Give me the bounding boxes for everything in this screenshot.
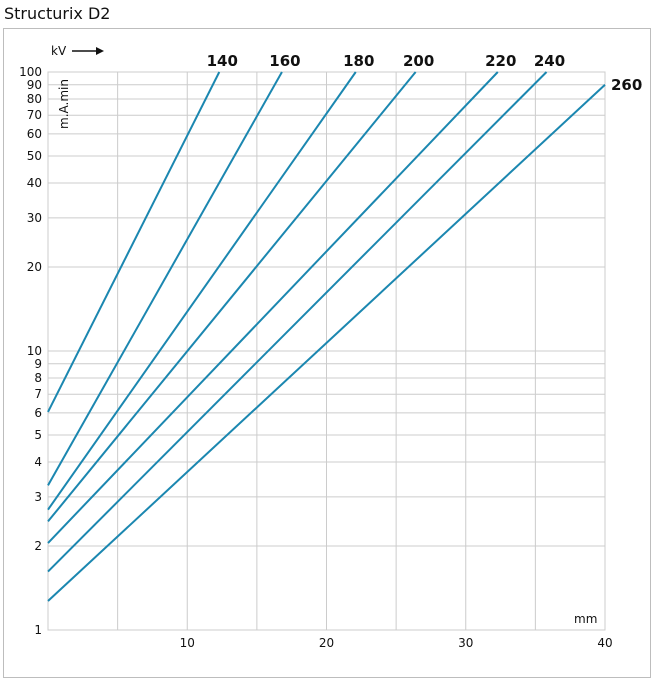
y-tick-label: 5 bbox=[34, 428, 42, 442]
y-tick-label: 9 bbox=[34, 357, 42, 371]
series-label-220: 220 bbox=[485, 52, 516, 70]
x-tick-label: 40 bbox=[597, 636, 612, 650]
series-line-240 bbox=[47, 71, 548, 573]
page-title: Structurix D2 bbox=[4, 4, 111, 23]
y-tick-label: 70 bbox=[27, 108, 42, 122]
series-line-140 bbox=[47, 71, 221, 413]
series-label-180: 180 bbox=[343, 52, 374, 70]
y-axis-label: m.A.min bbox=[57, 79, 71, 129]
series-line-180 bbox=[47, 71, 357, 511]
y-tick-label: 80 bbox=[27, 92, 42, 106]
series-label-200: 200 bbox=[403, 52, 434, 70]
arrow-right-icon bbox=[72, 47, 104, 55]
series-label-240: 240 bbox=[534, 52, 565, 70]
y-tick-label: 60 bbox=[27, 127, 42, 141]
series-line-200 bbox=[47, 71, 417, 523]
series-lines bbox=[47, 71, 606, 602]
y-tick-label: 30 bbox=[27, 211, 42, 225]
y-tick-label: 90 bbox=[27, 78, 42, 92]
y-tick-label: 40 bbox=[27, 176, 42, 190]
y-tick-label: 50 bbox=[27, 149, 42, 163]
x-tick-label: 20 bbox=[319, 636, 334, 650]
series-axis-label: kV bbox=[51, 44, 67, 58]
y-tick-label: 8 bbox=[34, 371, 42, 385]
y-tick-label: 2 bbox=[34, 539, 42, 553]
y-tick-label: 1 bbox=[34, 623, 42, 637]
y-tick-label: 3 bbox=[34, 490, 42, 504]
y-tick-label: 20 bbox=[27, 260, 42, 274]
y-tick-label: 6 bbox=[34, 406, 42, 420]
grid bbox=[47, 71, 606, 631]
y-tick-label: 10 bbox=[27, 344, 42, 358]
chart-frame: 1 2 3 4 5 6 7 8 9 10 20 30 40 50 60 70 80 90 100 10 20 30 40 1… bbox=[3, 28, 651, 678]
series-line-260 bbox=[47, 84, 606, 602]
series-label-260: 260 bbox=[611, 76, 642, 94]
x-tick-label: 30 bbox=[458, 636, 473, 650]
series-line-220 bbox=[47, 71, 499, 544]
x-axis-label: mm bbox=[574, 612, 597, 626]
x-tick-label: 10 bbox=[180, 636, 195, 650]
y-tick-label: 7 bbox=[34, 387, 42, 401]
series-line-160 bbox=[47, 71, 283, 486]
series-labels: 140 160 180 200 220 240 260 bbox=[207, 52, 643, 94]
series-label-140: 140 bbox=[207, 52, 238, 70]
y-tick-label: 4 bbox=[34, 455, 42, 469]
y-tick-label: 100 bbox=[19, 65, 42, 79]
series-label-160: 160 bbox=[269, 52, 300, 70]
